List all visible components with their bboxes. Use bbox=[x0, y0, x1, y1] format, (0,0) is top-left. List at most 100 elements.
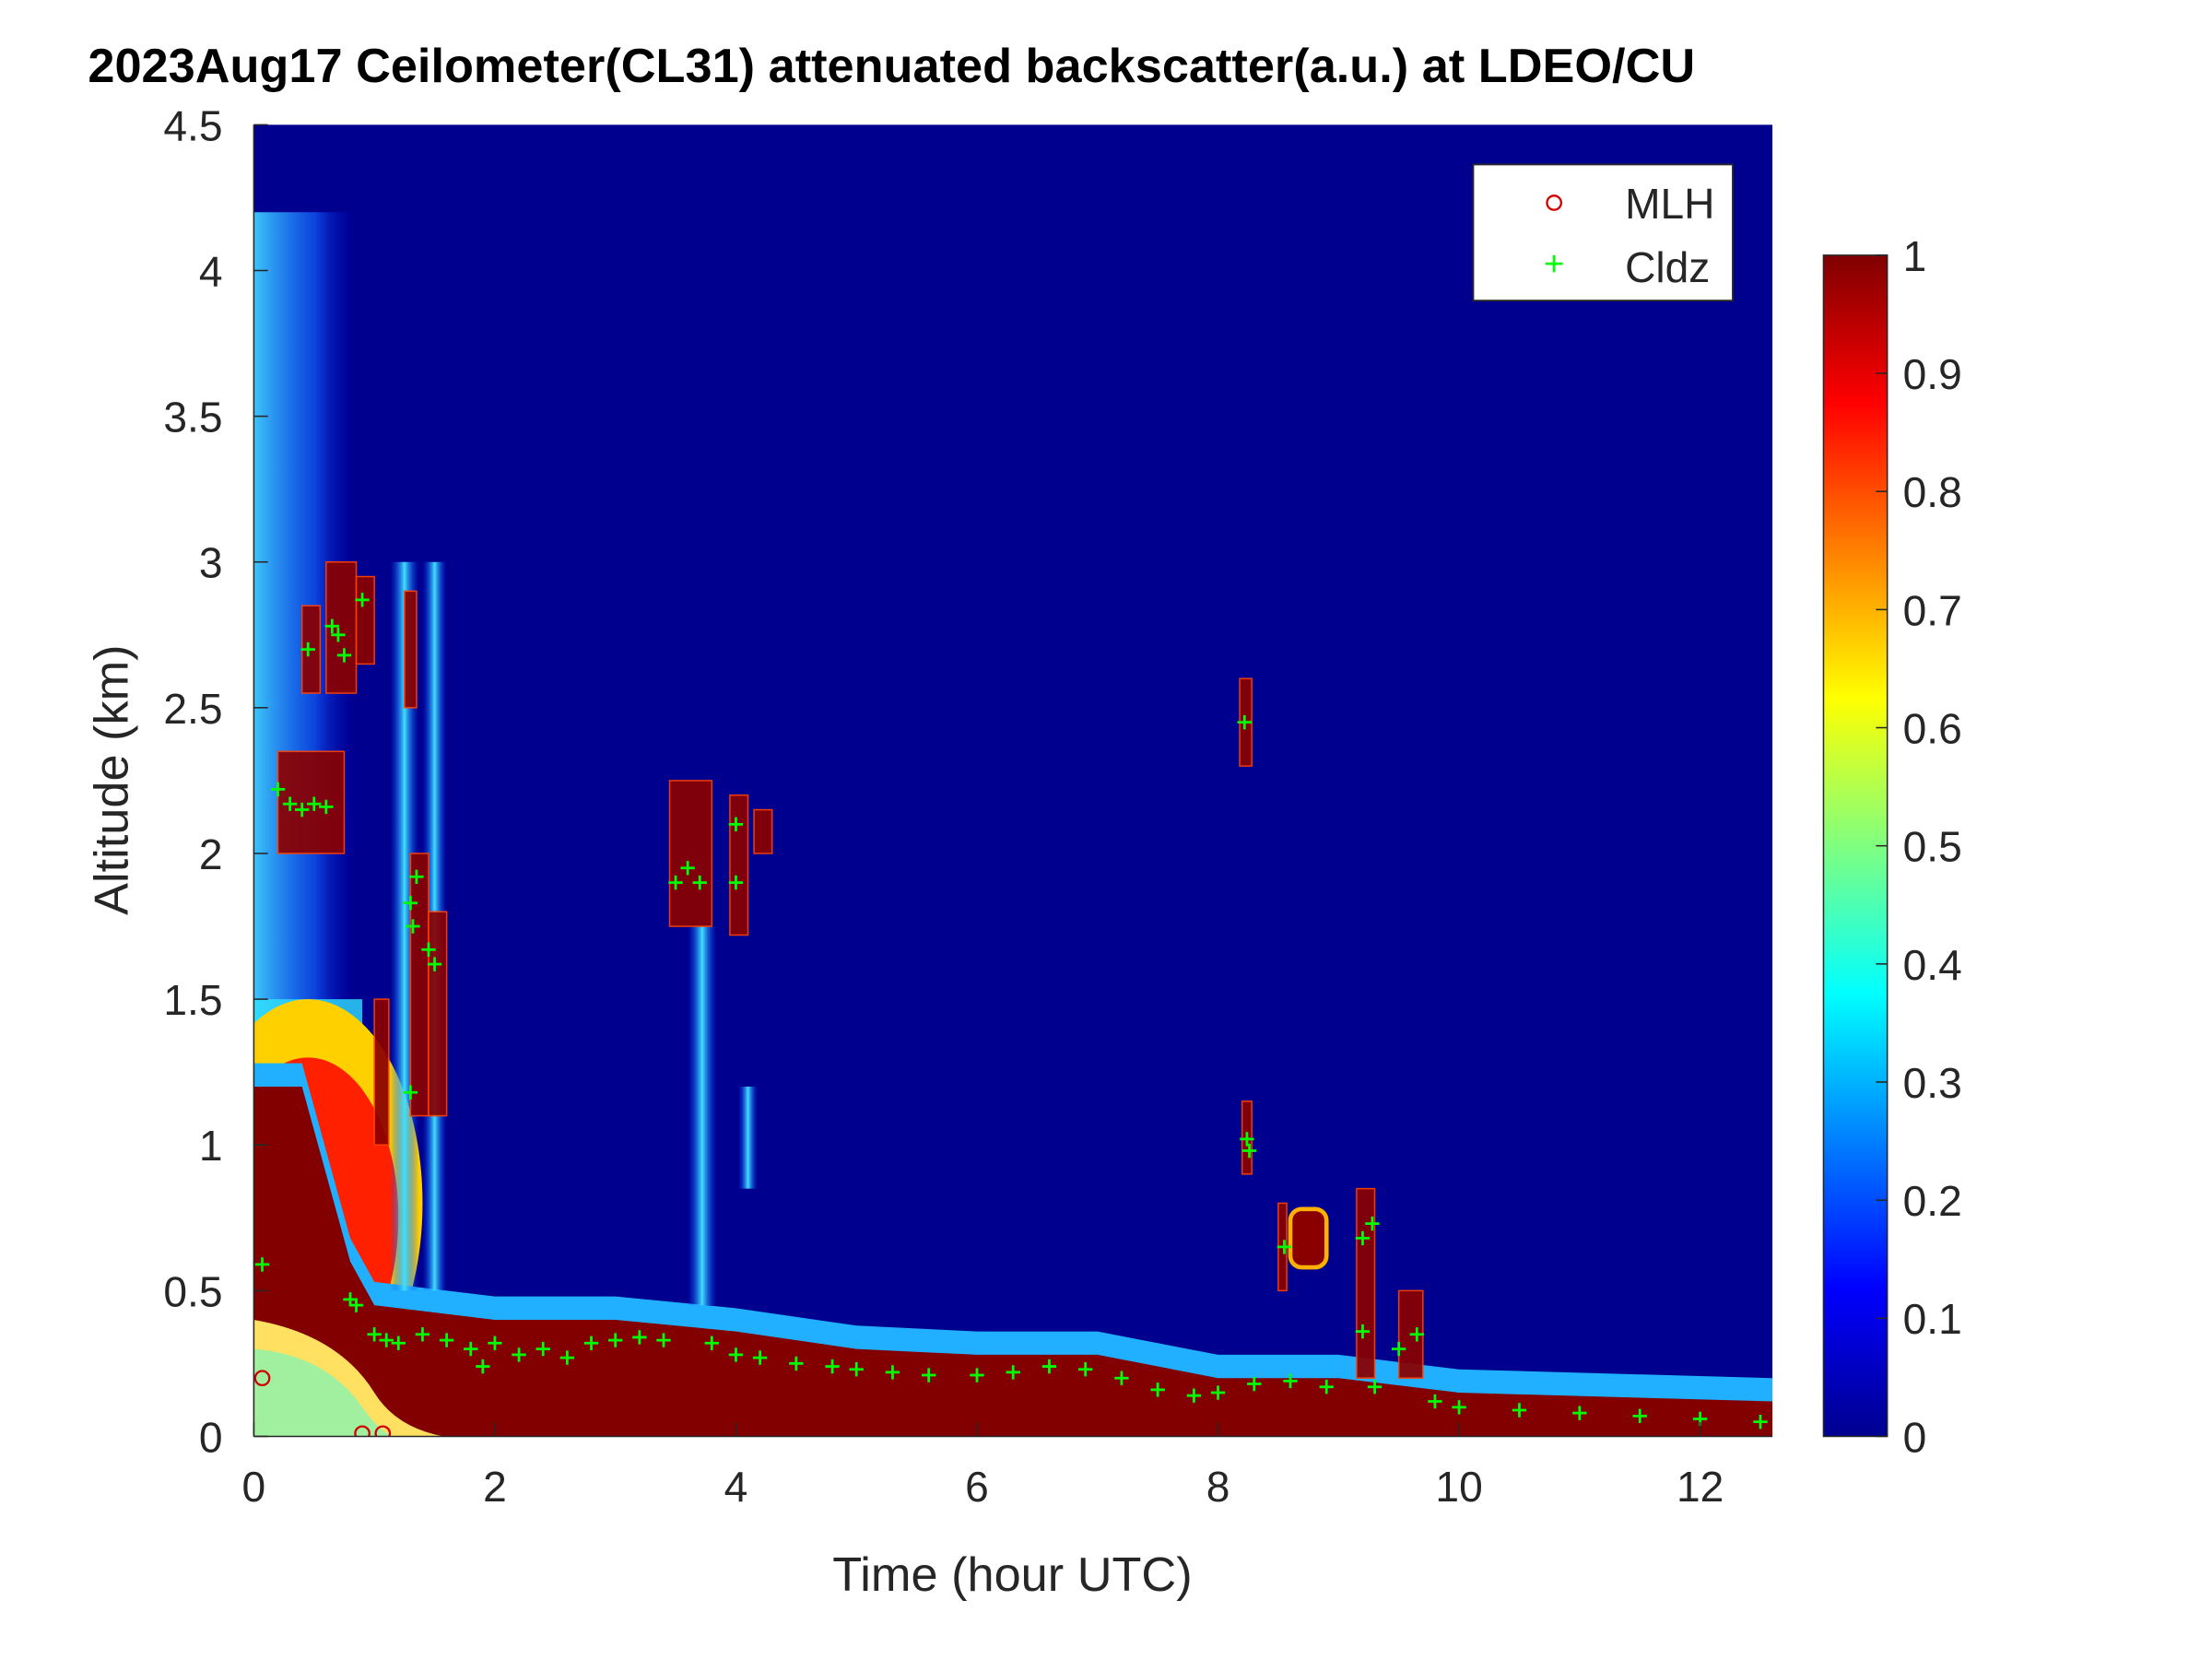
y-tick-label: 0.5 bbox=[163, 1267, 222, 1315]
cldz-point bbox=[282, 796, 298, 811]
cldz-point bbox=[512, 1347, 526, 1362]
y-axis-label: Altitude (km) bbox=[85, 644, 138, 915]
axes bbox=[253, 124, 1773, 1438]
y-tick-label: 1.5 bbox=[163, 976, 222, 1024]
cldz-point bbox=[1512, 1403, 1527, 1418]
cloud-patch bbox=[276, 750, 346, 854]
x-tick-label: 4 bbox=[724, 1463, 748, 1511]
x-ticks: 0 2 4 6 8 10 12 bbox=[242, 1422, 1724, 1511]
cldz-point bbox=[270, 782, 286, 797]
x-tick-label: 2 bbox=[483, 1463, 507, 1511]
x-axis-label: Time (hour UTC) bbox=[832, 1548, 1192, 1602]
cldz-point bbox=[728, 817, 744, 832]
cldz-point bbox=[608, 1333, 623, 1347]
colorbar-tick-label: 0 bbox=[1903, 1413, 1927, 1461]
x-tick-label: 12 bbox=[1677, 1463, 1724, 1511]
cldz-point bbox=[668, 875, 683, 890]
cldz-point bbox=[391, 1335, 406, 1350]
colorbar-tick-label: 0.9 bbox=[1903, 350, 1962, 398]
cloud-patch bbox=[428, 911, 448, 1117]
legend-mlh-label: MLH bbox=[1625, 180, 1714, 228]
colorbar-tick-label: 1 bbox=[1903, 232, 1927, 280]
y-tick-label: 4.5 bbox=[163, 101, 222, 149]
aerosol-plume bbox=[688, 926, 717, 1306]
cldz-point bbox=[421, 942, 436, 958]
cldz-point bbox=[559, 1350, 575, 1365]
legend-cldz-label: Cldz bbox=[1625, 243, 1710, 291]
cldz-point bbox=[355, 593, 370, 607]
cldz-point bbox=[1277, 1240, 1292, 1254]
cldz-point bbox=[439, 1333, 454, 1347]
cldz-point bbox=[1409, 1327, 1424, 1342]
cldz-point bbox=[409, 869, 424, 884]
y-ticks: 0 0.5 1 1.5 2 2.5 3 3.5 4 4.5 bbox=[163, 101, 268, 1461]
colorbar-tick-label: 0.5 bbox=[1903, 823, 1962, 871]
cloud-patch bbox=[729, 794, 749, 936]
cldz-point bbox=[1355, 1324, 1371, 1339]
cldz-point bbox=[970, 1368, 984, 1382]
cldz-point bbox=[415, 1327, 430, 1342]
cldz-point bbox=[348, 1298, 364, 1312]
cldz-point bbox=[324, 618, 340, 634]
aerosol-plume bbox=[738, 1086, 758, 1189]
cldz-point bbox=[1428, 1394, 1442, 1409]
cldz-point bbox=[1237, 714, 1253, 730]
colorbar-tick-label: 0.3 bbox=[1903, 1059, 1962, 1107]
cldz-point bbox=[632, 1330, 647, 1345]
x-tick-label: 10 bbox=[1435, 1463, 1482, 1511]
cldz-point bbox=[1355, 1230, 1371, 1246]
y-tick-label: 2 bbox=[199, 830, 223, 878]
cldz-point bbox=[704, 1335, 719, 1350]
colorbar-tick-label: 0.7 bbox=[1903, 586, 1962, 634]
chart-title: 2023Aug17 Ceilometer(CL31) attenuated ba… bbox=[88, 40, 1695, 93]
cldz-point bbox=[1006, 1365, 1020, 1380]
surface-layer-region bbox=[253, 1348, 447, 1437]
legend-box bbox=[1472, 163, 1734, 302]
x-tick-label: 0 bbox=[242, 1463, 266, 1511]
cldz-point bbox=[1365, 1216, 1380, 1231]
cldz-point bbox=[849, 1362, 864, 1377]
cldz-point bbox=[307, 796, 322, 811]
cldz-point bbox=[403, 1085, 418, 1100]
cldz-point bbox=[254, 1257, 270, 1272]
cldz-point bbox=[319, 799, 334, 815]
cldz-point bbox=[583, 1335, 599, 1350]
cldz-point bbox=[1186, 1388, 1202, 1403]
cldz-point bbox=[403, 896, 418, 911]
cldz-point bbox=[1392, 1341, 1406, 1357]
cldz-point bbox=[1572, 1406, 1587, 1420]
cloud-patch bbox=[404, 590, 418, 709]
cloud-patch bbox=[1288, 1206, 1329, 1270]
legend-cldz-plus-icon bbox=[1545, 254, 1563, 273]
legend-mlh-circle-icon bbox=[1546, 194, 1562, 211]
cldz-point bbox=[336, 648, 352, 663]
cldz-point bbox=[825, 1359, 840, 1374]
cldz-point bbox=[656, 1333, 671, 1347]
cldz-point bbox=[789, 1356, 804, 1371]
cldz-point bbox=[535, 1341, 550, 1357]
cldz-point bbox=[922, 1368, 936, 1382]
colorbar-tick-label: 0.2 bbox=[1903, 1177, 1962, 1225]
cldz-point bbox=[752, 1350, 768, 1365]
cldz-point bbox=[1150, 1382, 1165, 1397]
cldz-point bbox=[1078, 1362, 1093, 1377]
marker-layer bbox=[253, 593, 1768, 1437]
cloud-patch bbox=[409, 853, 429, 1117]
y-tick-label: 3.5 bbox=[163, 394, 222, 441]
cldz-point bbox=[464, 1341, 478, 1357]
cloud-patch bbox=[753, 808, 773, 854]
cloud-patch bbox=[325, 560, 358, 694]
cldz-point bbox=[427, 957, 442, 971]
cldz-point bbox=[367, 1327, 382, 1342]
y-tick-label: 1 bbox=[199, 1122, 223, 1170]
cldz-point bbox=[728, 1347, 744, 1362]
cldz-point bbox=[1247, 1376, 1262, 1392]
cldz-point bbox=[680, 861, 695, 876]
y-tick-label: 0 bbox=[199, 1413, 223, 1461]
cldz-point bbox=[1240, 1132, 1254, 1147]
cldz-point bbox=[1753, 1414, 1768, 1430]
cloud-patch bbox=[373, 998, 390, 1146]
boundary-layer-band bbox=[253, 1086, 1773, 1437]
